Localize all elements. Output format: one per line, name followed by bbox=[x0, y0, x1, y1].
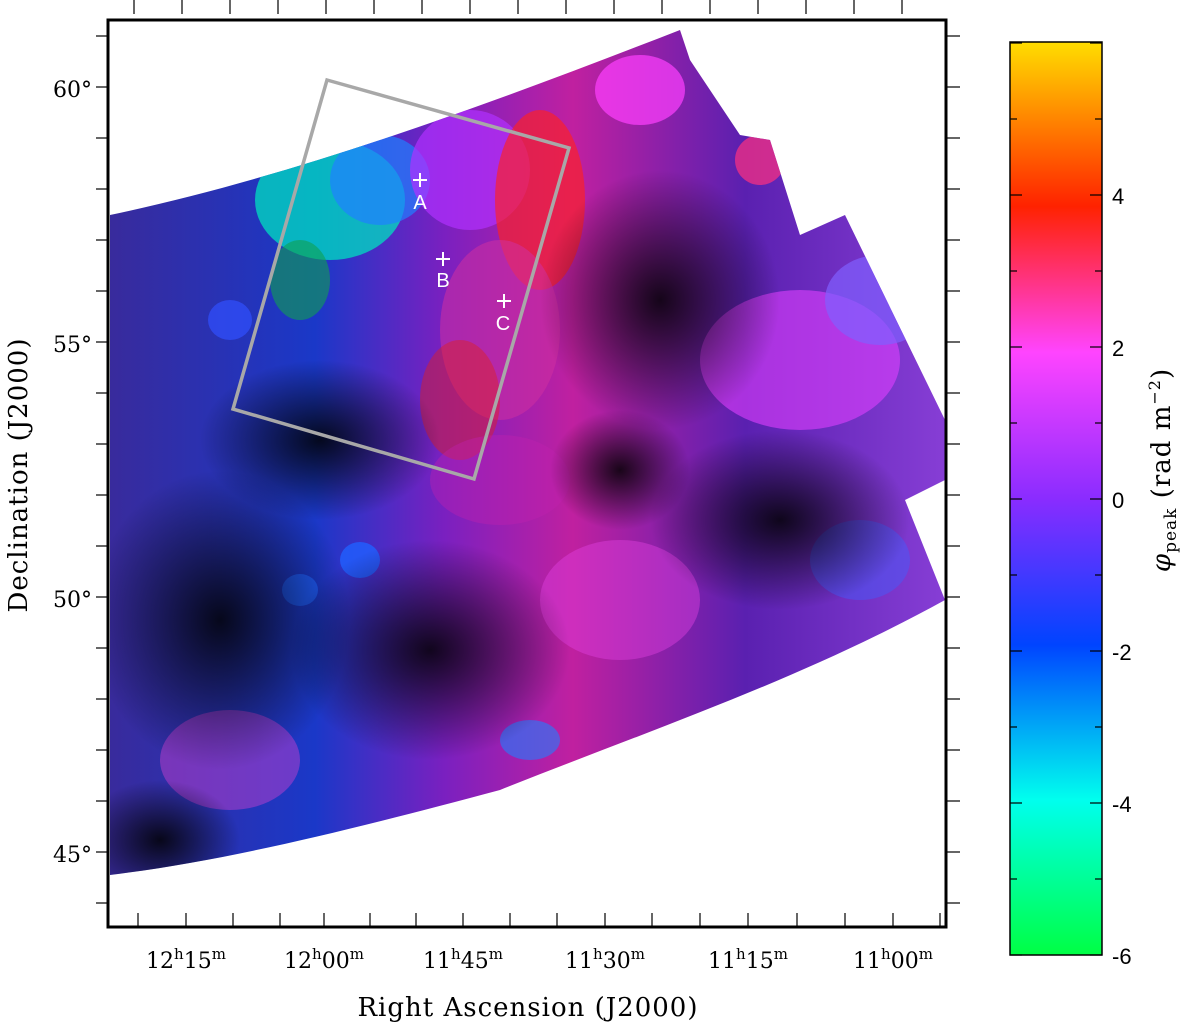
x-axis-title: Right Ascension (J2000) bbox=[357, 993, 698, 1023]
colorbar-title: φpeak (rad m−2) bbox=[1145, 368, 1181, 572]
colorbar-tick-label: 0 bbox=[1112, 488, 1124, 513]
ra-tick-label: 12h00m bbox=[284, 945, 364, 974]
marker-c-label: C bbox=[496, 313, 510, 335]
dec-tick-labels: 60° 55° 50° 45° bbox=[53, 78, 92, 868]
colorbar-tick-label: -6 bbox=[1112, 944, 1132, 969]
dec-tick-label: 60° bbox=[53, 78, 92, 103]
ra-tick-label: 11h45m bbox=[423, 945, 503, 974]
ra-tick-marks bbox=[133, 0, 941, 927]
colorbar-gradient bbox=[1009, 41, 1103, 956]
ra-tick-label: 11h15m bbox=[708, 945, 788, 974]
marker-a: A bbox=[413, 173, 427, 214]
ra-tick-label: 11h00m bbox=[853, 945, 933, 974]
rm-sky-image bbox=[110, 30, 945, 875]
ra-tick-labels: 12h15m 12h00m 11h45m 11h30m 11h15m 11h00… bbox=[146, 945, 933, 974]
ra-tick-label: 12h15m bbox=[146, 945, 226, 974]
colorbar-tick-label: -2 bbox=[1112, 640, 1132, 665]
colorbar-tick-label: 4 bbox=[1112, 184, 1124, 209]
ra-tick-label: 11h30m bbox=[565, 945, 645, 974]
region-box bbox=[230, 77, 572, 482]
marker-c: C bbox=[496, 294, 511, 335]
colorbar: 4 2 0 -2 -4 -6 φpeak (rad m−2) bbox=[1009, 41, 1181, 969]
dec-tick-label: 55° bbox=[53, 333, 92, 358]
marker-b-label: B bbox=[436, 270, 449, 292]
marker-b: B bbox=[436, 252, 450, 292]
colorbar-tick-label: 2 bbox=[1112, 336, 1124, 361]
colorbar-tick-label: -4 bbox=[1112, 792, 1132, 817]
plot-frame bbox=[106, 18, 948, 929]
colorbar-ticks bbox=[1010, 42, 1102, 956]
dec-tick-label: 45° bbox=[53, 843, 92, 868]
dec-tick-marks bbox=[96, 35, 960, 904]
dec-tick-label: 50° bbox=[53, 588, 92, 613]
marker-a-label: A bbox=[413, 192, 427, 214]
y-axis-title: Declination (J2000) bbox=[4, 338, 34, 613]
